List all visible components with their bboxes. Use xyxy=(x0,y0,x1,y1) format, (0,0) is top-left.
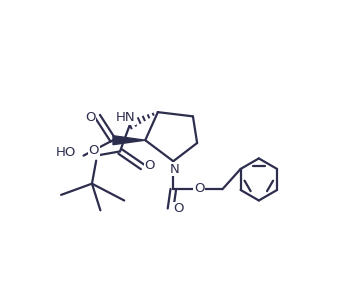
Text: N: N xyxy=(170,162,180,176)
Text: HN: HN xyxy=(116,111,135,124)
Polygon shape xyxy=(113,136,145,145)
Text: O: O xyxy=(89,144,99,157)
Text: O: O xyxy=(144,159,155,172)
Text: O: O xyxy=(194,182,204,196)
Text: O: O xyxy=(173,202,184,215)
Text: HO: HO xyxy=(56,146,77,159)
Text: O: O xyxy=(85,111,96,124)
